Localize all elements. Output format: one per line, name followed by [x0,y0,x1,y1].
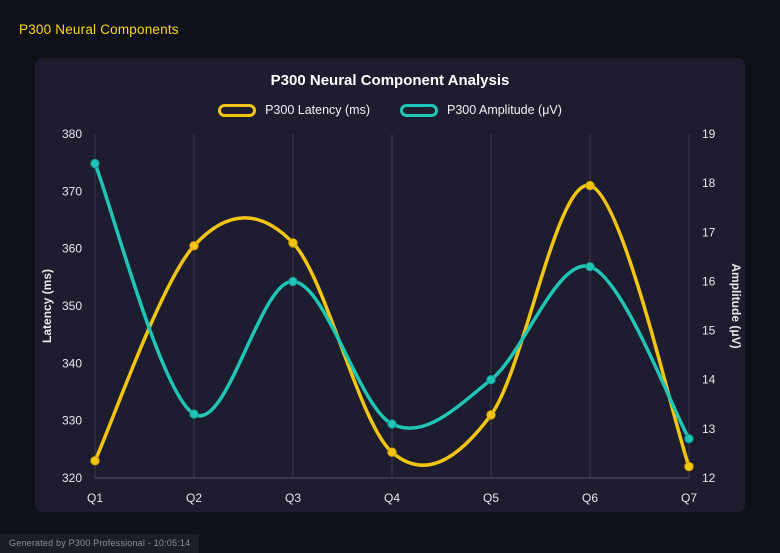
data-point[interactable] [585,180,595,191]
left-axis-title: Latency (ms) [40,269,54,343]
right-axis-tick: 18 [702,176,716,190]
x-axis-label: Q6 [582,491,598,505]
data-point[interactable] [486,375,496,385]
data-point[interactable] [90,456,100,466]
x-axis-label: Q1 [87,491,103,505]
amplitude-legend-marker-icon [400,103,438,117]
right-axis-tick: 16 [702,274,716,288]
right-axis-tick: 15 [702,324,716,338]
latency-legend-marker-icon [218,103,257,117]
x-axis-label: Q2 [186,491,202,505]
right-axis-tick: 14 [702,373,716,387]
chart-panel: P300 Neural Component Analysis P300 Late… [35,58,745,512]
data-point[interactable] [189,409,199,419]
left-axis-tick: 330 [62,414,82,428]
left-axis-tick: 370 [62,184,82,198]
x-axis-label: Q4 [384,491,400,505]
right-axis-tick: 19 [702,127,716,141]
left-axis-tick: 380 [62,127,82,141]
left-axis-tick: 360 [62,242,82,256]
line-chart[interactable]: 320 330 340 350 360 370 380 12 13 14 15 16 17 18 19 Q1 Q… [37,124,743,508]
data-point[interactable] [387,447,397,457]
data-point[interactable] [585,261,595,272]
legend-item-latency[interactable]: P300 Latency (ms) [218,103,370,117]
right-axis-tick: 13 [702,422,716,436]
right-axis-tick: 12 [702,471,716,485]
x-axis-label: Q5 [483,491,499,505]
chart-legend: P300 Latency (ms) P300 Amplitude (μV) [35,98,745,122]
data-point[interactable] [288,238,298,248]
footer-note: Generated by P300 Professional - 10:05:1… [0,534,200,553]
data-point[interactable] [90,158,100,169]
left-axis-tick: 350 [62,299,82,313]
data-point[interactable] [684,433,694,444]
data-point[interactable] [684,461,694,472]
x-axis-label: Q3 [285,491,301,505]
right-axis-tick: 17 [702,225,716,239]
left-axis-tick: 320 [62,471,82,485]
data-point[interactable] [288,276,298,287]
page-title: P300 Neural Components [19,22,179,37]
legend-item-amplitude[interactable]: P300 Amplitude (μV) [400,103,562,117]
data-point[interactable] [387,419,397,429]
x-axis-label: Q7 [681,491,697,505]
right-axis-title: Amplitude (μV) [729,263,743,348]
amplitude-legend-label: P300 Amplitude (μV) [447,103,562,117]
latency-legend-label: P300 Latency (ms) [265,103,370,117]
data-point[interactable] [189,241,199,251]
data-point[interactable] [486,410,496,420]
left-axis-tick: 340 [62,356,82,370]
chart-title: P300 Neural Component Analysis [270,72,510,89]
